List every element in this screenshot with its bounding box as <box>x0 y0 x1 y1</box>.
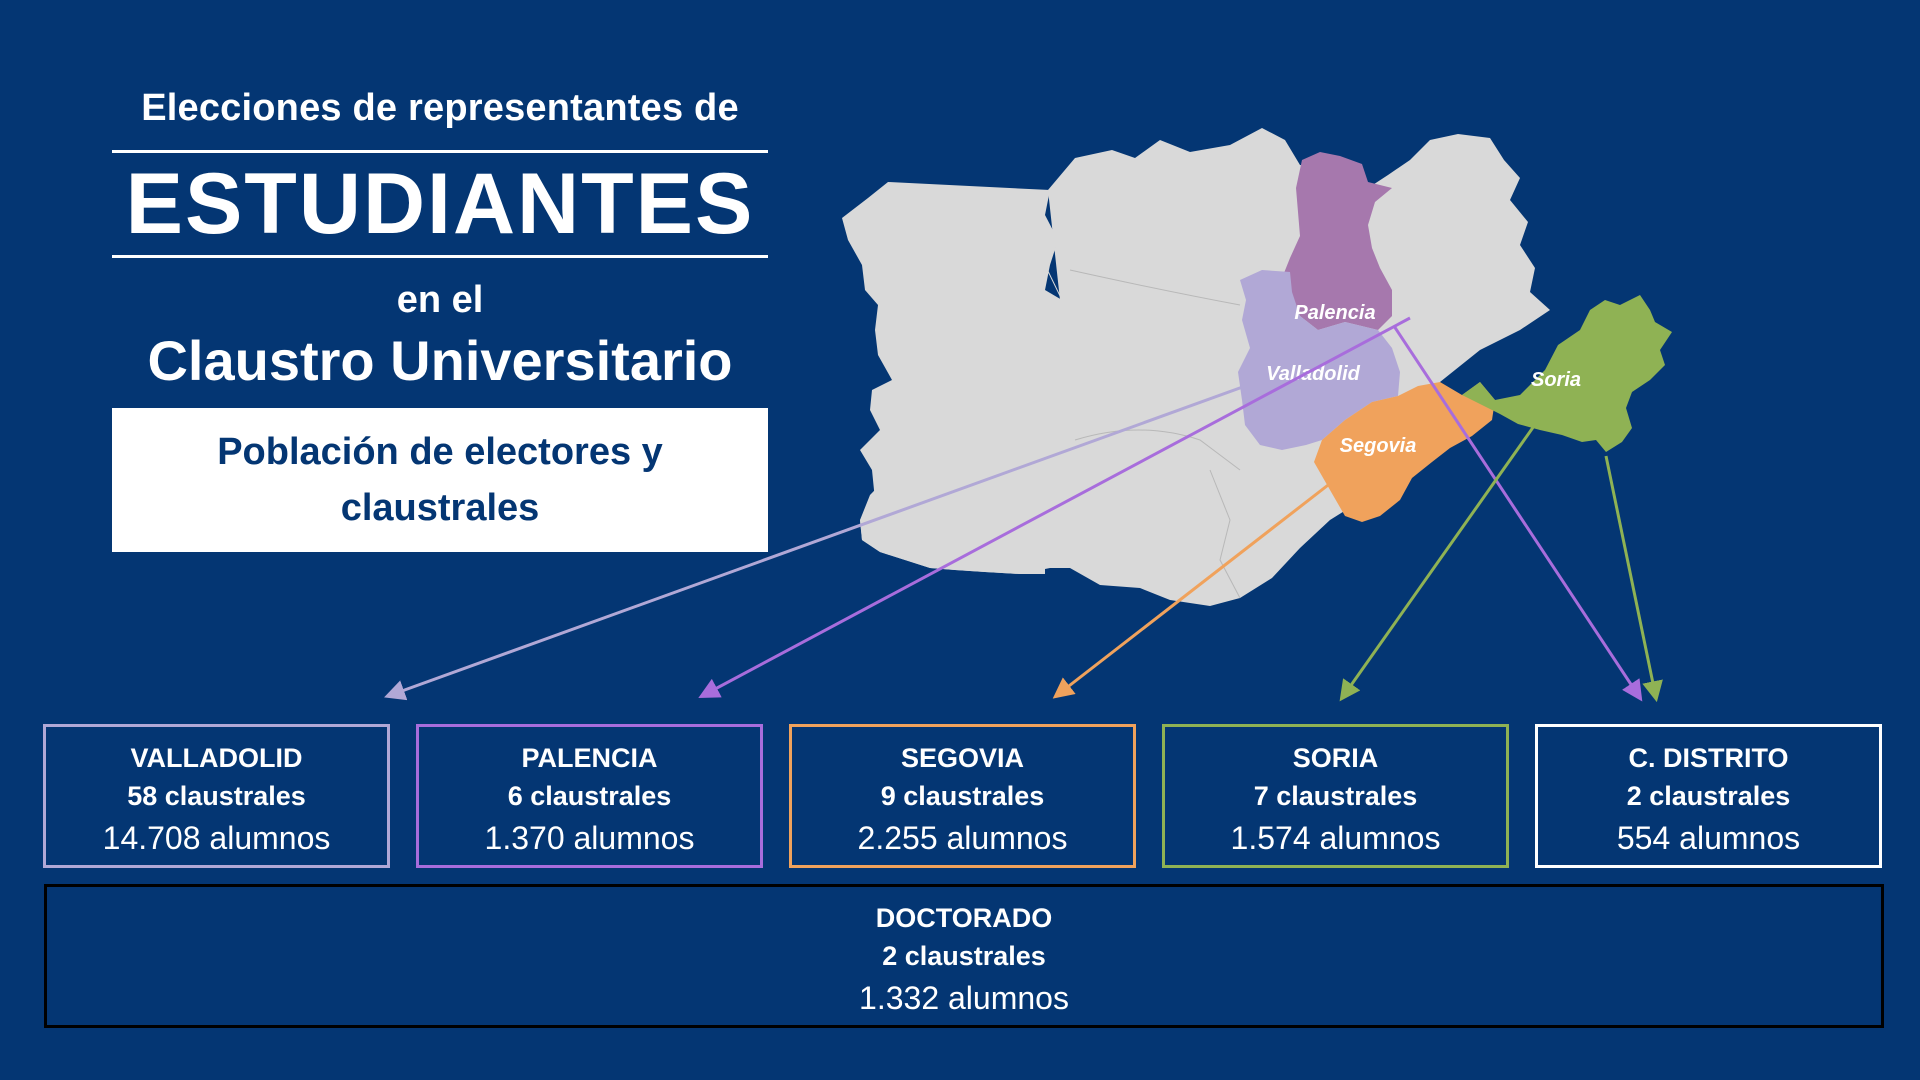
arrow-soria <box>1339 425 1536 702</box>
map-region-west <box>842 182 1085 574</box>
arrow-palencia-distrito <box>1392 325 1643 702</box>
card-segovia: SEGOVIA 9 claustrales 2.255 alumnos <box>789 724 1136 868</box>
title-line-1: Elecciones de representantes de <box>141 87 739 129</box>
title-line-3: en el <box>396 279 484 321</box>
card-valladolid-name: VALLADOLID <box>130 743 303 773</box>
card-palencia-name: PALENCIA <box>521 743 658 773</box>
arrow-valladolid <box>384 378 1263 701</box>
population-label: Población de electores y claustrales <box>217 431 663 529</box>
card-soria: SORIA 7 claustrales 1.574 alumnos <box>1162 724 1509 868</box>
map-label-valladolid: Valladolid <box>1266 363 1361 385</box>
map-region-palencia <box>1282 152 1392 330</box>
card-palencia-claustrales: 6 claustrales <box>507 781 672 811</box>
card-doctorado-alumnos: 1.332 alumnos <box>859 980 1069 1016</box>
arrow-segovia <box>1052 480 1333 699</box>
arrow-palencia <box>698 316 1411 698</box>
population-label-box: Población de electores y claustrales <box>112 408 768 552</box>
arrow-soria-distrito <box>1604 455 1663 703</box>
map-region-soria <box>1462 295 1672 452</box>
card-distrito-name: C. DISTRITO <box>1628 743 1789 773</box>
title-rule-bottom <box>112 255 768 258</box>
card-valladolid-alumnos: 14.708 alumnos <box>102 820 331 856</box>
card-distrito-alumnos: 554 alumnos <box>1616 820 1801 856</box>
card-palencia-alumnos: 1.370 alumnos <box>484 820 695 856</box>
card-palencia: PALENCIA 6 claustrales 1.370 alumnos <box>416 724 763 868</box>
card-doctorado-claustrales: 2 claustrales <box>882 941 1046 971</box>
card-doctorado: DOCTORADO 2 claustrales 1.332 alumnos <box>44 884 1884 1028</box>
title-main: ESTUDIANTES <box>125 156 755 252</box>
card-segovia-claustrales: 9 claustrales <box>880 781 1045 811</box>
card-soria-alumnos: 1.574 alumnos <box>1230 820 1441 856</box>
card-valladolid-claustrales: 58 claustrales <box>127 781 306 811</box>
title-block: Elecciones de representantes de ESTUDIAN… <box>112 80 768 398</box>
card-soria-claustrales: 7 claustrales <box>1253 781 1418 811</box>
card-segovia-alumnos: 2.255 alumnos <box>857 820 1068 856</box>
map-region-valladolid <box>1238 270 1400 450</box>
card-doctorado-name: DOCTORADO <box>875 903 1053 933</box>
card-distrito-claustrales: 2 claustrales <box>1626 781 1791 811</box>
map-label-segovia: Segovia <box>1340 435 1417 457</box>
map-label-soria: Soria <box>1531 369 1581 391</box>
map-region-segovia <box>1314 382 1495 522</box>
card-distrito: C. DISTRITO 2 claustrales 554 alumnos <box>1535 724 1882 868</box>
title-line-4: Claustro Universitario <box>147 329 733 392</box>
title-rule-top <box>112 150 768 153</box>
card-valladolid: VALLADOLID 58 claustrales 14.708 alumnos <box>43 724 390 868</box>
card-soria-name: SORIA <box>1292 743 1379 773</box>
card-segovia-name: SEGOVIA <box>900 743 1025 773</box>
map-label-palencia: Palencia <box>1294 302 1375 324</box>
